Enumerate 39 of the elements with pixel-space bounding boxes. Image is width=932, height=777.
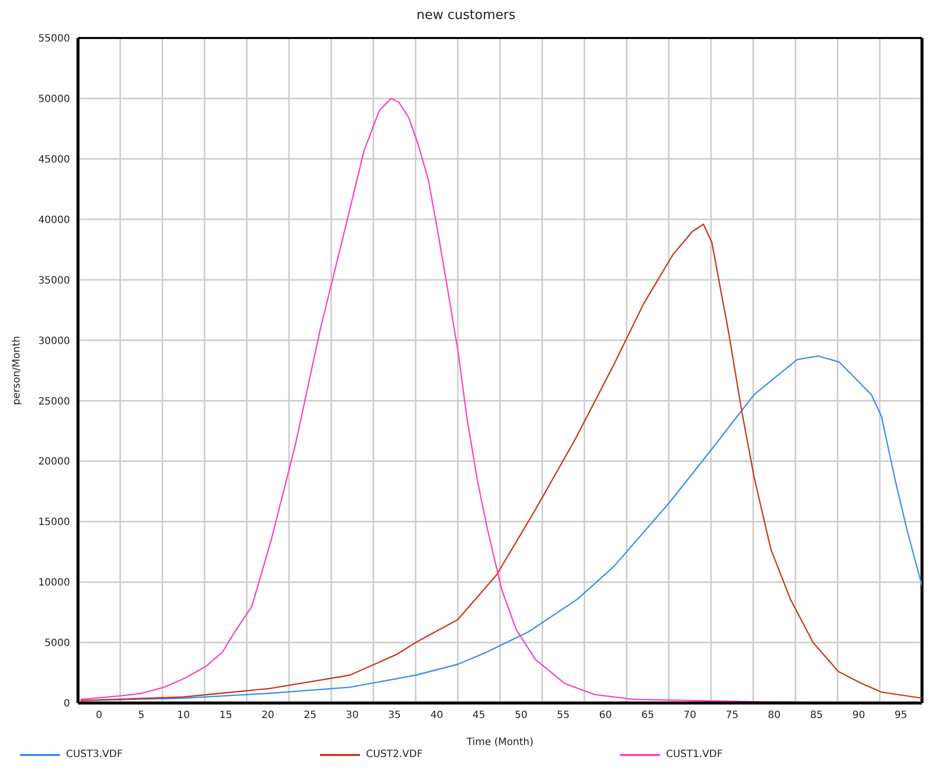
x-tick-label: 0 bbox=[96, 710, 102, 722]
x-tick-label: 25 bbox=[304, 710, 316, 722]
x-tick-label: 70 bbox=[684, 710, 696, 722]
y-tick-label: 50000 bbox=[38, 94, 70, 106]
y-tick-label: 15000 bbox=[38, 517, 70, 528]
x-axis-title: Time (Month) bbox=[466, 737, 534, 748]
x-tick-label: 15 bbox=[219, 710, 232, 722]
x-tick-label: 85 bbox=[810, 710, 823, 722]
x-tick-label: 50 bbox=[514, 710, 528, 722]
line-series bbox=[80, 224, 922, 702]
x-tick-label: 80 bbox=[768, 710, 781, 722]
x-tick-label: 5 bbox=[138, 710, 144, 722]
y-axis-title: person/Month bbox=[12, 336, 23, 405]
y-tick-label: 5000 bbox=[44, 638, 70, 650]
x-tick-label: 35 bbox=[388, 710, 401, 722]
y-tick-label: 25000 bbox=[38, 396, 70, 408]
y-tick-label: 45000 bbox=[38, 154, 70, 166]
y-tick-label: 35000 bbox=[38, 275, 70, 286]
y-tick-label: 10000 bbox=[38, 578, 70, 589]
legend-label: CUST2.VDF bbox=[366, 749, 423, 760]
x-tick-label: 45 bbox=[472, 710, 486, 722]
x-tick-label: 95 bbox=[894, 710, 908, 722]
y-tick-label: 40000 bbox=[38, 214, 70, 226]
x-tick-label: 90 bbox=[852, 710, 866, 722]
y-tick-label: 30000 bbox=[38, 336, 70, 347]
y-tick-label: 0 bbox=[64, 698, 70, 710]
x-tick-label: 20 bbox=[262, 710, 274, 722]
y-tick-label: 55000 bbox=[38, 34, 70, 45]
chart-title: new customers bbox=[416, 8, 516, 25]
x-tick-label: 75 bbox=[726, 710, 738, 722]
x-tick-label: 10 bbox=[177, 710, 190, 722]
x-tick-label: 65 bbox=[641, 710, 654, 722]
y-tick-label: 20000 bbox=[38, 456, 70, 468]
x-tick-label: 55 bbox=[556, 710, 570, 722]
legend-label: CUST1.VDF bbox=[666, 749, 723, 760]
x-tick-label: 30 bbox=[346, 710, 359, 722]
x-tick-label: 60 bbox=[599, 710, 612, 722]
x-tick-label: 40 bbox=[430, 710, 444, 722]
legend-label: CUST3.VDF bbox=[66, 749, 123, 760]
